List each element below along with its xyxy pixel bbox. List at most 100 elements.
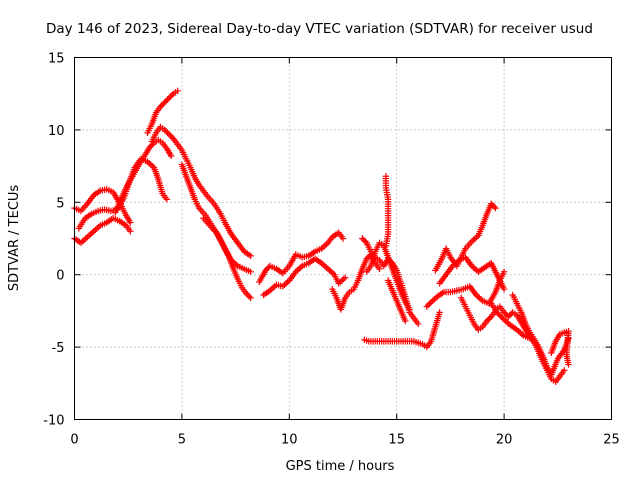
series-arc-15 xyxy=(361,309,443,351)
data-point xyxy=(493,309,501,316)
x-tick-label: 5 xyxy=(178,433,186,448)
data-point xyxy=(502,310,509,317)
y-tick-label: 0 xyxy=(56,269,64,284)
data-point xyxy=(476,294,483,302)
data-point xyxy=(565,361,572,368)
data-point xyxy=(321,242,328,249)
data-point xyxy=(499,314,506,322)
data-point xyxy=(168,133,176,141)
data-point xyxy=(361,238,369,245)
data-point xyxy=(271,283,279,290)
data-point xyxy=(79,238,86,245)
data-point xyxy=(85,232,93,239)
data-point xyxy=(470,264,477,271)
series-arc-22 xyxy=(548,327,572,368)
data-point xyxy=(406,306,413,313)
x-axis-label: GPS time / hours xyxy=(286,459,395,474)
data-point xyxy=(338,277,346,284)
data-point xyxy=(90,228,98,235)
data-point xyxy=(127,219,134,226)
data-point xyxy=(341,274,349,281)
series-arc-21 xyxy=(509,291,572,378)
y-tick-label: 15 xyxy=(48,52,65,67)
data-point xyxy=(470,236,477,244)
data-point xyxy=(376,265,383,273)
data-point xyxy=(160,100,167,108)
data-point xyxy=(505,313,512,320)
data-point xyxy=(162,97,170,105)
data-point xyxy=(167,152,175,160)
data-point xyxy=(174,87,181,95)
y-axis-label: SDTVAR / TECUs xyxy=(7,185,22,292)
data-point xyxy=(323,264,330,271)
data-points xyxy=(71,87,572,386)
y-tick-label: 5 xyxy=(56,196,64,211)
data-point xyxy=(340,275,347,283)
y-tick-label: 10 xyxy=(48,124,65,139)
data-point xyxy=(425,301,432,309)
data-point xyxy=(488,200,495,207)
data-point xyxy=(492,204,499,212)
series-arc-12 xyxy=(359,235,422,328)
data-point xyxy=(93,225,101,232)
data-point xyxy=(163,196,171,203)
series-arc-2 xyxy=(71,186,134,226)
data-point xyxy=(281,281,288,289)
data-point xyxy=(89,229,96,236)
x-tick-label: 20 xyxy=(496,433,513,448)
series-arc-1 xyxy=(71,215,134,247)
series-arc-13 xyxy=(384,277,409,325)
data-point xyxy=(506,312,514,319)
data-point xyxy=(161,126,168,134)
data-point xyxy=(517,329,524,336)
data-point xyxy=(294,267,301,274)
data-point xyxy=(295,265,303,273)
y-tick-label: -5 xyxy=(52,341,65,356)
data-point xyxy=(326,267,333,274)
series-arc-18 xyxy=(436,254,508,293)
data-point xyxy=(127,228,134,235)
data-point xyxy=(84,233,91,241)
data-point xyxy=(471,235,479,242)
data-point xyxy=(327,268,335,276)
data-point xyxy=(489,201,496,209)
data-point xyxy=(498,313,505,320)
data-point xyxy=(167,132,174,139)
data-point xyxy=(164,96,171,103)
data-point xyxy=(284,278,291,286)
data-point xyxy=(164,129,171,136)
series-arc-5 xyxy=(144,87,181,136)
y-tick-label: -10 xyxy=(43,414,64,429)
data-point xyxy=(495,310,502,317)
data-point xyxy=(436,309,443,316)
x-tick-label: 0 xyxy=(70,433,78,448)
data-point xyxy=(321,262,328,270)
data-point xyxy=(339,235,347,242)
data-point xyxy=(247,252,254,260)
data-point xyxy=(161,99,168,106)
plot-frame xyxy=(74,57,612,420)
data-point xyxy=(504,319,511,326)
series-arc-14 xyxy=(382,173,392,249)
chart-title: Day 146 of 2023, Sidereal Day-to-day VTE… xyxy=(46,21,593,37)
data-point xyxy=(561,367,568,374)
series-arc-8 xyxy=(200,215,254,302)
series-arc-6 xyxy=(148,123,254,260)
data-point xyxy=(496,312,504,319)
grid-lines xyxy=(74,57,612,420)
data-point xyxy=(92,226,99,234)
series-arc-9 xyxy=(256,229,347,286)
data-point xyxy=(87,230,94,238)
x-tick-label: 10 xyxy=(281,433,298,448)
data-point xyxy=(414,320,422,328)
data-point xyxy=(474,293,481,300)
data-point xyxy=(486,314,493,322)
series-arc-4 xyxy=(112,136,175,216)
data-point xyxy=(146,144,153,151)
x-tick-labels: 0 5 10 15 20 25 xyxy=(70,433,619,448)
data-point xyxy=(247,268,254,276)
data-point xyxy=(162,128,170,135)
data-point xyxy=(243,290,250,297)
data-point xyxy=(500,309,508,316)
data-point xyxy=(147,142,155,150)
